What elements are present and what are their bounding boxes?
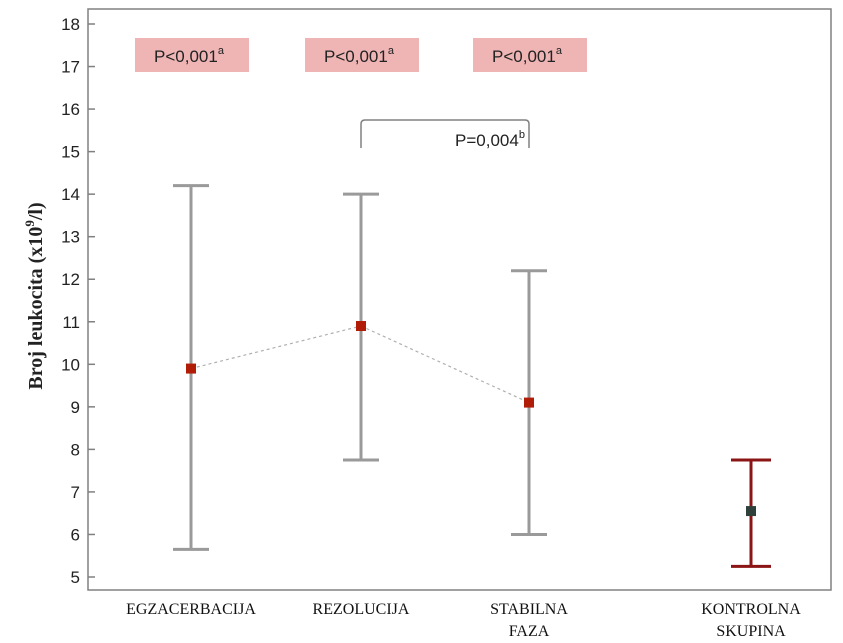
y-tick-label: 8 bbox=[71, 440, 80, 459]
category-label: FAZA bbox=[509, 623, 550, 640]
annotations: P<0,001a P<0,001a P<0,001a bbox=[135, 38, 587, 72]
y-tick-label: 11 bbox=[62, 313, 80, 332]
connector-lines bbox=[190, 325, 530, 404]
point-markers bbox=[186, 321, 756, 517]
category-label: EGZACERBACIJA bbox=[126, 601, 256, 618]
connector-line bbox=[190, 325, 362, 370]
y-tick-label: 18 bbox=[61, 15, 80, 34]
y-tick-label: 14 bbox=[61, 185, 80, 204]
y-tick-label: 12 bbox=[61, 270, 80, 289]
y-tick-label: 16 bbox=[61, 100, 80, 119]
y-tick-label: 17 bbox=[61, 58, 80, 77]
y-tick-label: 7 bbox=[71, 483, 80, 502]
y-tick-label: 10 bbox=[61, 355, 80, 374]
point-marker bbox=[356, 321, 366, 332]
bracket-line bbox=[360, 119, 530, 148]
y-tick-label: 13 bbox=[61, 228, 80, 247]
y-tick-label: 9 bbox=[71, 398, 80, 417]
connector-line bbox=[360, 325, 530, 404]
y-tick-label: 6 bbox=[71, 525, 80, 544]
p-value-box bbox=[473, 38, 587, 72]
point-marker bbox=[186, 363, 196, 374]
category-labels: EGZACERBACIJA REZOLUCIJA STABILNA FAZA KONTR… bbox=[126, 601, 801, 640]
y-axis-ticks: 5 6 7 8 9 10 11 12 13 14 15 16 17 18 bbox=[61, 15, 95, 587]
y-tick-label: 5 bbox=[71, 568, 80, 587]
category-label: REZOLUCIJA bbox=[313, 601, 410, 618]
plot-frame bbox=[87, 8, 832, 591]
p-value-box bbox=[305, 38, 419, 72]
point-marker bbox=[524, 397, 534, 408]
p-value-text: P<0,001a bbox=[154, 45, 225, 66]
category-label: KONTROLNA bbox=[701, 601, 801, 618]
y-tick-label: 15 bbox=[61, 143, 80, 162]
category-label: STABILNA bbox=[490, 601, 568, 618]
y-axis-label: Broj leukocita (x109/l) bbox=[22, 202, 47, 389]
category-label: SKUPINA bbox=[716, 623, 786, 640]
significance-bracket: P=0,004b bbox=[360, 119, 530, 150]
p-value-box bbox=[135, 38, 249, 72]
p-value-text: P<0,001a bbox=[324, 45, 395, 66]
bracket-p-value: P=0,004b bbox=[455, 129, 525, 150]
p-value-text: P<0,001a bbox=[492, 45, 563, 66]
point-marker bbox=[746, 506, 756, 517]
